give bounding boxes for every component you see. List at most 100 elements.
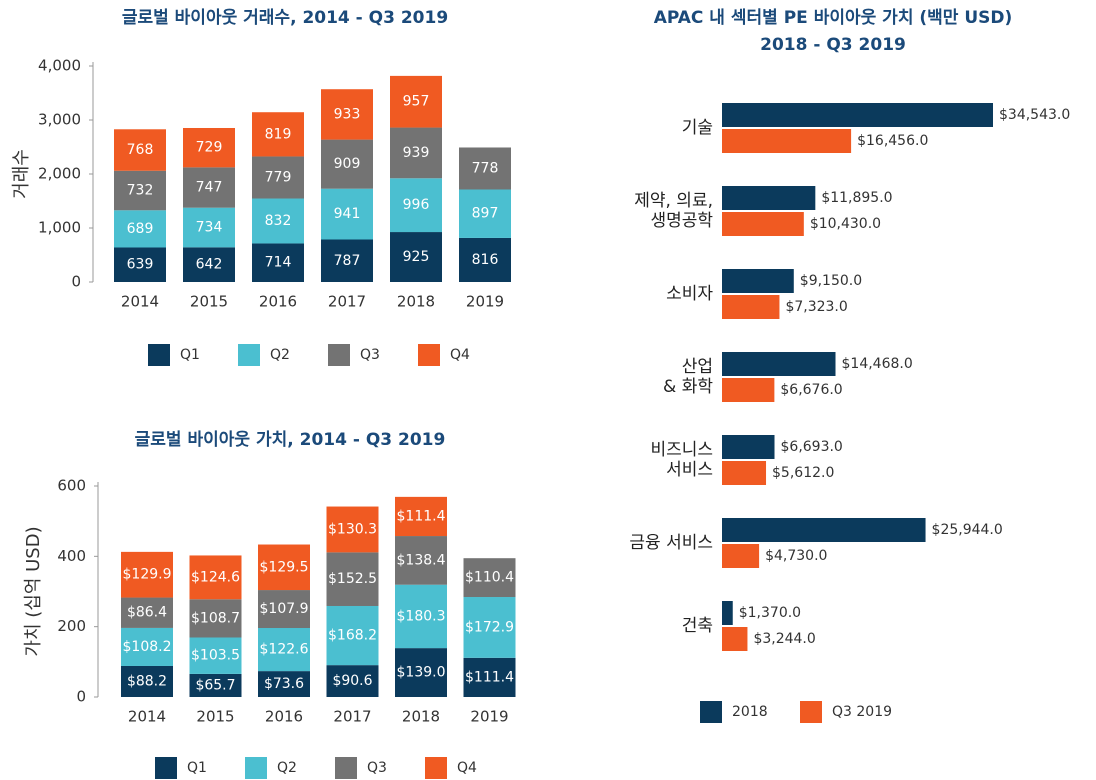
bar-segment [114,170,166,211]
value-label: $65.7 [195,677,235,693]
y-tick-label: 400 [57,547,86,565]
bar-segment [114,129,166,171]
bar-segment [326,552,379,606]
x-tick-label: 2014 [121,293,159,311]
value-label: 747 [196,180,223,196]
y-tick-label: 1,000 [38,219,81,237]
bar-segment [459,237,511,282]
value-label: 909 [334,156,361,172]
x-tick-label: 2019 [466,293,504,311]
value-label: $129.9 [123,567,172,583]
legend-label: Q1 [187,760,207,776]
y-tick-label: 200 [57,617,86,635]
legend-swatch [148,344,170,366]
value-label: $108.2 [123,639,172,655]
bar-segment [395,648,447,697]
value-label: 639 [127,257,154,273]
bar [722,212,804,236]
value-label: $1,370.0 [739,605,801,621]
legend-swatch [155,757,177,779]
x-tick-label: 2015 [196,708,234,726]
legend-label: Q4 [457,760,477,776]
bar-segment [395,536,447,585]
bar-segment [189,599,242,638]
value-label: 832 [265,213,292,229]
bar [722,186,816,210]
value-label: $129.5 [260,559,309,575]
bar-segment [459,147,511,190]
bar-segment [390,75,442,128]
legend-swatch [800,701,822,723]
bar-segment [252,156,304,199]
value-label: 816 [472,252,499,268]
legend-label: Q3 2019 [832,704,892,720]
bar-segment [189,637,242,674]
value-label: 689 [127,221,154,237]
bar [722,627,748,651]
bar-segment [258,628,310,672]
bar-segment [252,198,304,244]
legend-label: Q2 [270,347,290,363]
value-label: $138.4 [397,552,446,568]
value-label: $107.9 [260,601,309,617]
bar-segment [121,627,173,666]
bar-segment [321,239,373,282]
bar-segment [189,673,242,697]
chart-title: 글로벌 바이아웃 가치, 2014 - Q3 2019 [135,430,446,450]
bar-segment [252,243,304,282]
y-tick-label: 2,000 [38,165,81,183]
value-label: 939 [403,145,430,161]
bar-segment [121,551,173,598]
bar-segment [326,605,379,666]
value-label: $103.5 [191,648,240,664]
y-tick-label: 3,000 [38,111,81,129]
value-label: 819 [265,126,292,142]
value-label: 779 [265,169,292,185]
bar-segment [321,139,373,189]
y-tick-label: 600 [57,477,86,495]
value-label: $180.3 [397,608,446,624]
bar-segment [321,89,373,140]
value-label: $25,944.0 [932,522,1003,538]
bar-segment [183,207,235,248]
bar-segment [321,188,373,240]
value-label: $108.7 [191,610,240,626]
value-label: $3,244.0 [753,631,815,647]
bar [722,129,852,153]
bar-segment [114,247,166,282]
bar [722,103,993,127]
value-label: $6,676.0 [780,382,842,398]
bar-segment [183,127,235,168]
bar-segment [252,112,304,157]
y-tick-label: 0 [71,273,81,291]
value-label: 925 [403,249,430,265]
value-label: $111.4 [465,669,514,685]
value-label: $14,468.0 [842,356,913,372]
bar-segment [463,558,516,598]
x-tick-label: 2016 [265,708,303,726]
x-tick-label: 2018 [397,293,435,311]
legend-swatch [245,757,267,779]
bar [722,544,760,568]
value-label: 941 [334,206,361,222]
value-label: 778 [472,160,499,176]
value-label: 714 [265,255,292,271]
bar-segment [459,189,511,238]
value-label: $90.6 [332,673,372,689]
category-label: 소비자 [666,284,713,304]
y-axis-label: 거래수 [11,149,32,199]
bar-segment [326,506,379,553]
value-label: 734 [196,220,223,236]
value-label: $139.0 [397,665,446,681]
x-tick-label: 2017 [328,293,366,311]
value-label: $122.6 [260,642,309,658]
bar-segment [390,232,442,282]
bar-segment [390,178,442,233]
value-label: $5,612.0 [772,465,834,481]
value-label: $34,543.0 [999,107,1070,123]
value-label: $9,150.0 [800,273,862,289]
x-tick-label: 2014 [128,708,166,726]
x-tick-label: 2017 [333,708,371,726]
chart-subtitle: 2018 - Q3 2019 [760,35,906,55]
value-label: $152.5 [328,571,377,587]
